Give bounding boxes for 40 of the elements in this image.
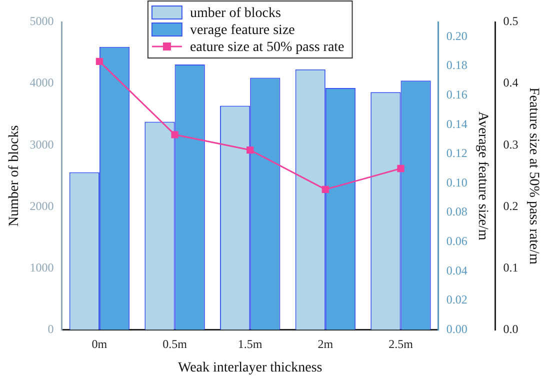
y-tick-label: 3000 bbox=[30, 137, 54, 152]
y2-tick-label: 0.02 bbox=[446, 292, 468, 307]
x-tick-label: 0.5m bbox=[162, 337, 188, 352]
y-tick-label: 5000 bbox=[30, 14, 54, 28]
y2-tick-label: 0.16 bbox=[446, 87, 468, 102]
y3-tick-label: 0.4 bbox=[503, 76, 518, 90]
y2-tick-label: 0.06 bbox=[446, 234, 468, 248]
y-tick-label: 0 bbox=[48, 322, 54, 336]
y2-tick-label: 0.10 bbox=[446, 175, 468, 190]
legend-label: verage feature size bbox=[190, 23, 295, 38]
y2-tick-label: 0.12 bbox=[446, 146, 468, 160]
legend-label: eature size at 50% pass rate bbox=[190, 40, 344, 56]
y-axis-title: Number of blocks bbox=[7, 125, 22, 226]
legend-label: umber of blocks bbox=[190, 6, 281, 22]
y2-tick-label: 0.08 bbox=[446, 204, 468, 219]
y2-tick-label: 0.04 bbox=[446, 263, 468, 278]
x-tick-label: 0m bbox=[92, 337, 108, 352]
y2-tick-label: 0.14 bbox=[446, 116, 468, 131]
y3-tick-label: 0.1 bbox=[503, 260, 518, 274]
x-tick-label: 2.5m bbox=[388, 337, 414, 352]
y2-axis-title: Average feature size/m bbox=[475, 112, 490, 240]
point bbox=[397, 164, 404, 172]
x-axis-title: Weak interlayer thickness bbox=[178, 360, 322, 376]
y3-tick-label: 0.5 bbox=[503, 14, 518, 28]
y-tick-label: 1000 bbox=[30, 260, 54, 274]
y2-tick-label: 0.20 bbox=[446, 28, 468, 43]
point bbox=[96, 58, 104, 65]
point bbox=[246, 146, 254, 154]
y2-tick-label: 0.00 bbox=[446, 322, 468, 336]
y3-tick-label: 0.3 bbox=[503, 137, 518, 152]
y3-tick-label: 0.0 bbox=[503, 322, 518, 336]
x-tick-label: 2m bbox=[318, 337, 334, 352]
y-tick-label: 4000 bbox=[30, 76, 54, 90]
y3-tick-label: 0.2 bbox=[503, 198, 518, 213]
y-tick-label: 2000 bbox=[30, 198, 54, 213]
y2-tick-label: 0.18 bbox=[446, 58, 468, 72]
x-tick-label: 1.5m bbox=[238, 337, 263, 352]
point bbox=[171, 131, 178, 138]
point bbox=[322, 186, 329, 194]
y3-axis-title: Feature size at 50% pass rate/m bbox=[526, 87, 541, 264]
